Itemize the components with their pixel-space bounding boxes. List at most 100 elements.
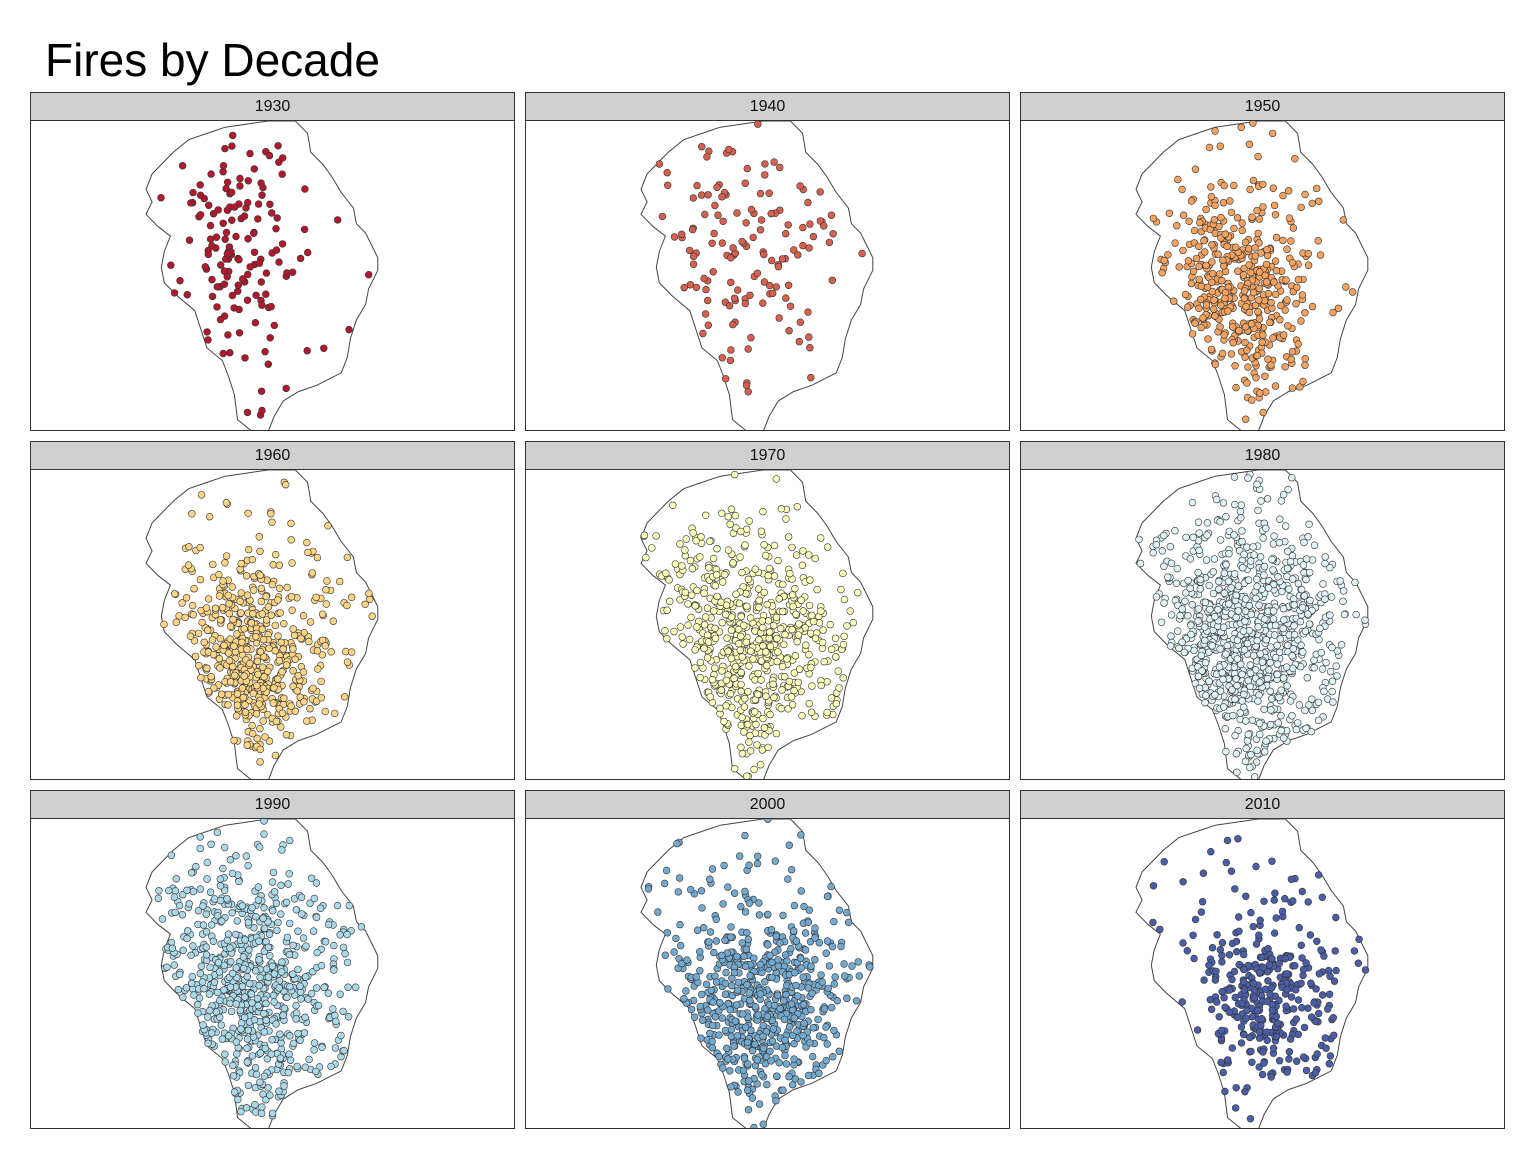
fire-point [767,1057,775,1065]
fire-point [703,604,712,612]
fire-point [744,1106,753,1114]
fire-point [270,888,279,896]
fire-point [1334,304,1343,313]
fire-point [784,533,793,541]
fire-point [213,828,222,837]
fire-point [710,229,718,238]
fire-point [1194,605,1203,613]
fire-point [305,637,313,646]
fire-point [1268,955,1276,963]
fire-point [279,645,287,653]
fire-point [741,908,750,916]
fire-point [303,538,311,547]
fire-point [165,886,173,895]
fire-point [255,259,264,267]
fire-point [795,620,803,628]
fire-point [733,1032,742,1040]
fire-point [1136,559,1145,568]
fire-point [198,618,206,627]
fire-point [798,712,806,720]
fire-point [833,997,841,1005]
fire-point [794,678,802,687]
fire-point [1219,675,1227,684]
fire-point [740,621,748,630]
fire-point [224,930,233,938]
fire-point [718,667,726,675]
fire-point [259,635,268,644]
fire-point [822,1023,830,1031]
fire-point [1311,1069,1320,1077]
fire-point [210,978,219,987]
fire-point [797,831,805,839]
fire-point [170,289,179,297]
fire-point [1318,893,1326,902]
fire-point [1210,215,1219,224]
fire-point [1160,562,1168,571]
fire-point [283,993,291,1002]
fire-point [1271,382,1280,390]
fire-point [706,875,714,883]
fire-point [1184,257,1193,265]
facet-panel-2010: 2010 [1020,790,1505,1129]
fire-point [304,548,312,557]
fire-point [303,347,311,355]
fire-point [1286,1035,1295,1043]
fire-point [1299,648,1307,656]
fire-point [753,859,762,868]
fire-point [771,857,780,865]
fire-point [190,991,198,999]
fire-point [303,717,311,725]
fire-point [189,887,198,896]
fire-point [229,615,237,624]
fire-point [825,238,834,247]
fire-point [743,1086,752,1094]
fire-point [785,1073,793,1081]
fire-point [1287,993,1296,1001]
fire-point [1302,555,1311,563]
fire-point [1196,575,1205,584]
fire-point [804,918,813,927]
fire-point [307,874,316,882]
fire-point [1261,615,1269,623]
fire-point [696,967,704,975]
fire-point [261,1044,270,1053]
fire-point [289,645,297,653]
fire-point [1233,636,1242,645]
fire-point [1198,897,1207,906]
fire-point [1195,242,1203,251]
fire-point [765,634,773,642]
fire-point [753,269,762,278]
fire-point [185,236,194,244]
fire-point [1262,260,1271,269]
fire-point [719,1064,727,1072]
fire-point [228,216,236,224]
fire-point [246,979,254,988]
fire-point [1230,663,1239,671]
fire-point [1255,215,1264,223]
fire-point [1296,617,1305,626]
fire-point [1243,379,1251,387]
fire-point [744,345,752,353]
fire-point [1230,473,1239,481]
fire-point [251,1064,260,1072]
fire-point [1233,1013,1242,1022]
fire-point [749,233,757,242]
fire-point [1310,664,1318,672]
fire-point [824,543,832,551]
fire-point [843,994,851,1003]
fire-point [274,632,282,640]
fire-point [264,943,273,952]
fire-point [1266,720,1275,729]
fire-point [232,1000,240,1008]
fire-point [713,592,721,601]
fire-point [203,858,212,867]
fire-point [1254,229,1262,238]
fire-point [284,880,292,888]
fire-point [1212,967,1220,976]
fire-point [1260,897,1268,906]
fire-point [196,181,204,189]
fire-point [256,571,264,579]
fire-point [1223,642,1232,650]
fire-point [1320,952,1328,960]
fire-point [831,973,839,981]
